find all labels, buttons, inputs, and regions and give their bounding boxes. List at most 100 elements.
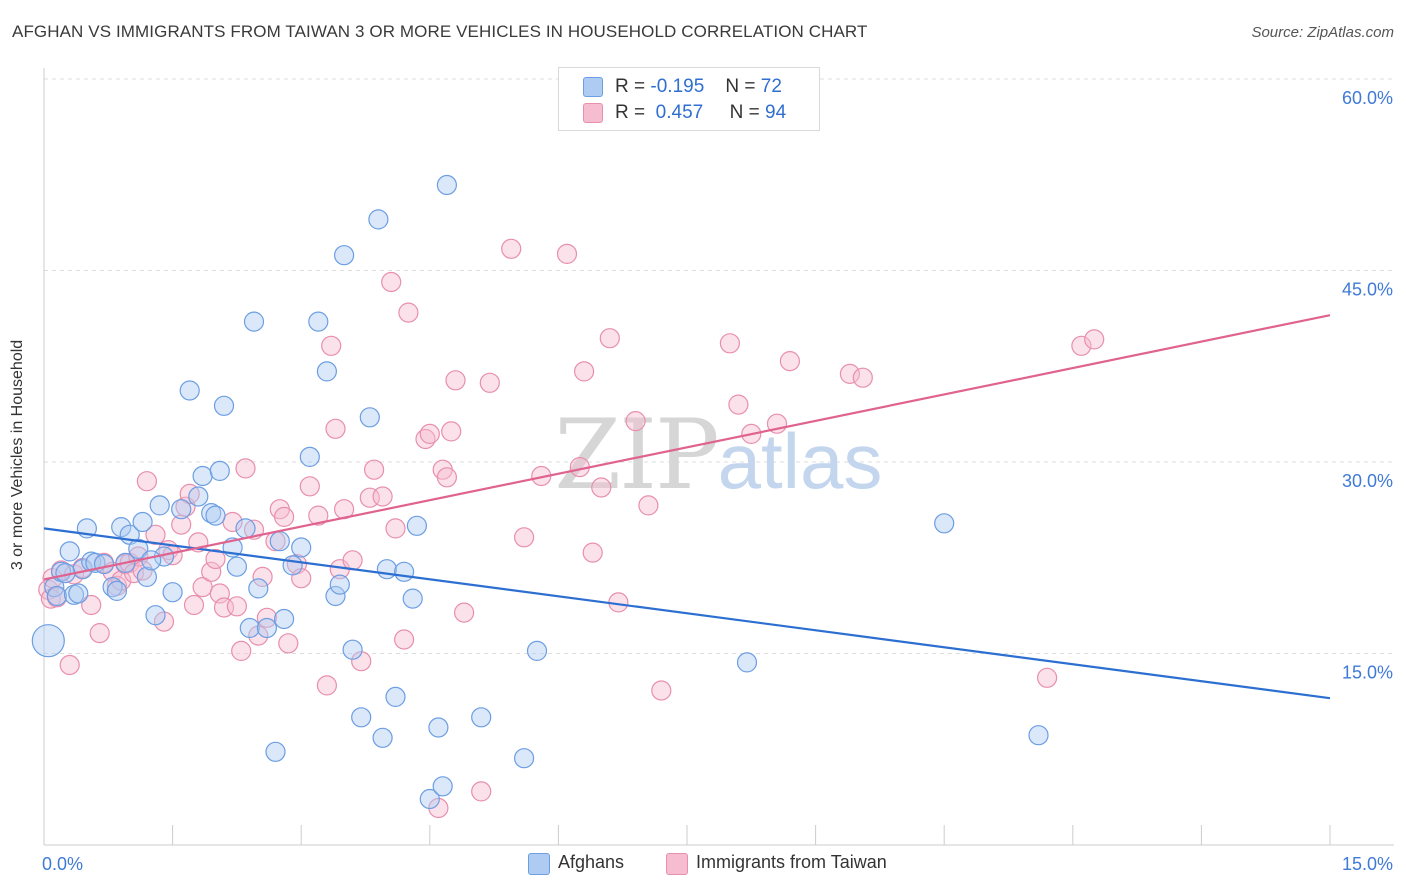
taiwan-point [248, 625, 269, 646]
taiwan-point [316, 675, 337, 696]
taiwan-point [321, 335, 342, 356]
afghans-point [342, 639, 363, 660]
afghans-point [329, 574, 350, 595]
afghans-point [282, 555, 303, 576]
afghans-point [308, 311, 329, 332]
y-tick-label: 15.0% [1342, 663, 1393, 683]
taiwan-point [852, 367, 873, 388]
legend-r-value: -0.195 [650, 76, 705, 97]
afghans-point [359, 407, 380, 428]
legend-n-value: 72 [760, 76, 782, 97]
taiwan-trend-line [43, 314, 1331, 581]
taiwan-point [342, 550, 363, 571]
afghans-point [106, 580, 128, 602]
legend-n-label: N = [725, 76, 756, 97]
y-axis-label: 3 or more Vehicles in Household [9, 339, 26, 571]
bottom-legend-label-afghans: Afghans [558, 852, 625, 872]
y-tick-label: 60.0% [1342, 88, 1393, 108]
afghans-point [428, 717, 449, 738]
legend-n-label: N = [729, 102, 760, 123]
afghans-point [406, 515, 427, 536]
taiwan-point [436, 467, 457, 488]
taiwan-point [205, 548, 226, 570]
afghans-point [93, 553, 115, 575]
taiwan-point [1071, 335, 1092, 356]
legend-r-label: R = [615, 76, 646, 97]
afghans-point [269, 531, 290, 552]
afghans-point [132, 511, 153, 533]
afghans-point [934, 513, 955, 534]
afghans-point [213, 395, 235, 416]
afghans-point [385, 686, 406, 708]
taiwan-point [651, 680, 672, 701]
afghans-point [274, 608, 295, 630]
taiwan-point [201, 561, 222, 582]
taiwan-point [513, 527, 535, 548]
taiwan-point [226, 596, 247, 617]
afghans-point [471, 707, 492, 728]
afghans-point [31, 624, 65, 658]
y-tick-label: 30.0% [1342, 471, 1393, 491]
afghans-point [432, 776, 453, 797]
taiwan-point [278, 633, 299, 654]
afghans-point [351, 707, 372, 728]
afghans-point [291, 537, 312, 558]
legend-stats-afghans: R = -0.195 N = 72 [615, 76, 782, 98]
afghans-point [226, 556, 247, 577]
afghans-point [325, 585, 346, 607]
afghans-point [376, 559, 397, 580]
x-tick-label-min: 0.0% [42, 854, 83, 874]
taiwan-point [81, 594, 102, 616]
taiwan-point [59, 654, 80, 676]
taiwan-point [419, 423, 440, 444]
x-tick-label-max: 15.0% [1342, 854, 1393, 874]
legend-r-value: 0.457 [655, 102, 704, 123]
afghans-point [145, 605, 166, 626]
taiwan-point [136, 471, 157, 492]
taiwan-point [308, 505, 329, 526]
taiwan-point [145, 524, 166, 545]
afghans-point [526, 640, 548, 662]
series-afghans-points [31, 174, 1049, 810]
taiwan-point [454, 602, 475, 623]
taiwan-point [256, 607, 277, 628]
taiwan-point [364, 459, 385, 480]
legend-n-value: 94 [765, 102, 787, 123]
afghans-point [149, 495, 170, 516]
taiwan-point [728, 394, 749, 415]
afghans-point [316, 361, 337, 382]
afghans-point [248, 578, 269, 599]
taiwan-point [235, 458, 256, 479]
taiwan-point [89, 622, 110, 644]
taiwan-point [351, 651, 372, 672]
bottom-legend-swatch-afghans [528, 853, 550, 875]
taiwan-point [398, 302, 419, 323]
afghans-point [188, 486, 209, 507]
afghans-point [141, 550, 162, 571]
taiwan-point [625, 411, 646, 432]
taiwan-point [372, 486, 393, 507]
taiwan-point [183, 594, 205, 616]
afghans-trend-line [43, 527, 1331, 700]
taiwan-point [394, 629, 415, 650]
taiwan-point [638, 495, 659, 516]
afghans-point [243, 311, 265, 332]
bottom-legend-swatch-taiwan [666, 853, 688, 875]
tick-labels: 15.0% 30.0% 45.0% 60.0% 0.0% 15.0% [42, 88, 1393, 874]
taiwan-point [274, 506, 295, 528]
y-tick-label: 45.0% [1342, 280, 1393, 300]
taiwan-point [556, 243, 578, 264]
afghans-point [436, 174, 457, 196]
afghans-point [368, 209, 389, 230]
taiwan-point [839, 363, 861, 384]
afghans-point [372, 727, 393, 748]
afghans-point [205, 505, 226, 526]
afghans-point [736, 652, 758, 673]
afghans-point [192, 465, 213, 487]
afghans-point [513, 748, 535, 769]
taiwan-point [445, 370, 466, 391]
taiwan-point [599, 328, 620, 349]
taiwan-point [501, 238, 522, 259]
taiwan-point [779, 351, 801, 372]
taiwan-point [385, 518, 406, 539]
